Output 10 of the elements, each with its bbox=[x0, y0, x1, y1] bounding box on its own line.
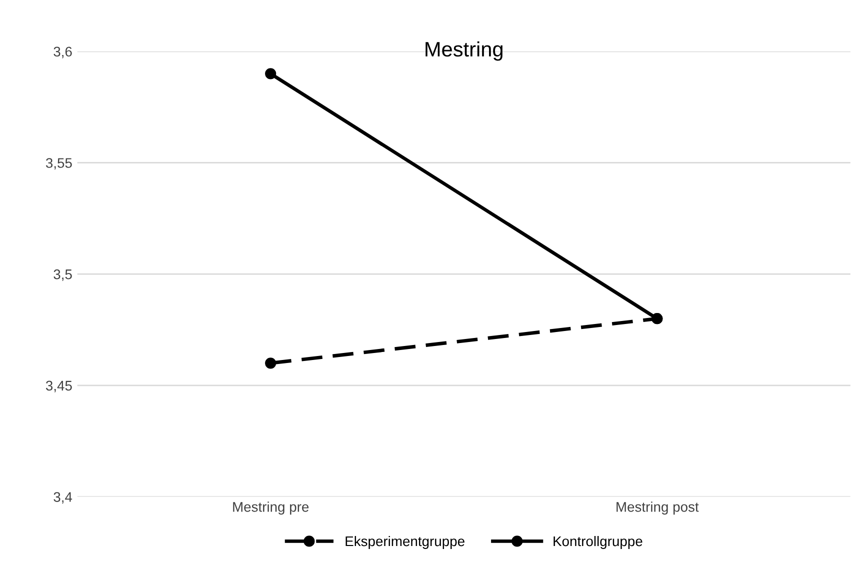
y-tick-label: 3,5 bbox=[54, 269, 72, 281]
y-tick-label: 3,4 bbox=[54, 492, 72, 504]
y-tick-label: 3,45 bbox=[46, 380, 72, 392]
y-tick-label: 3,55 bbox=[46, 158, 72, 170]
legend-label: Kontrollgruppe bbox=[554, 536, 642, 549]
y-tick-label: 3,6 bbox=[54, 46, 72, 58]
x-tick-label: Mestring post bbox=[616, 502, 699, 515]
chart-title: Mestring bbox=[426, 41, 502, 61]
x-tick-label: Mestring pre bbox=[233, 502, 309, 515]
legend-label: Eksperimentgruppe bbox=[346, 536, 464, 549]
